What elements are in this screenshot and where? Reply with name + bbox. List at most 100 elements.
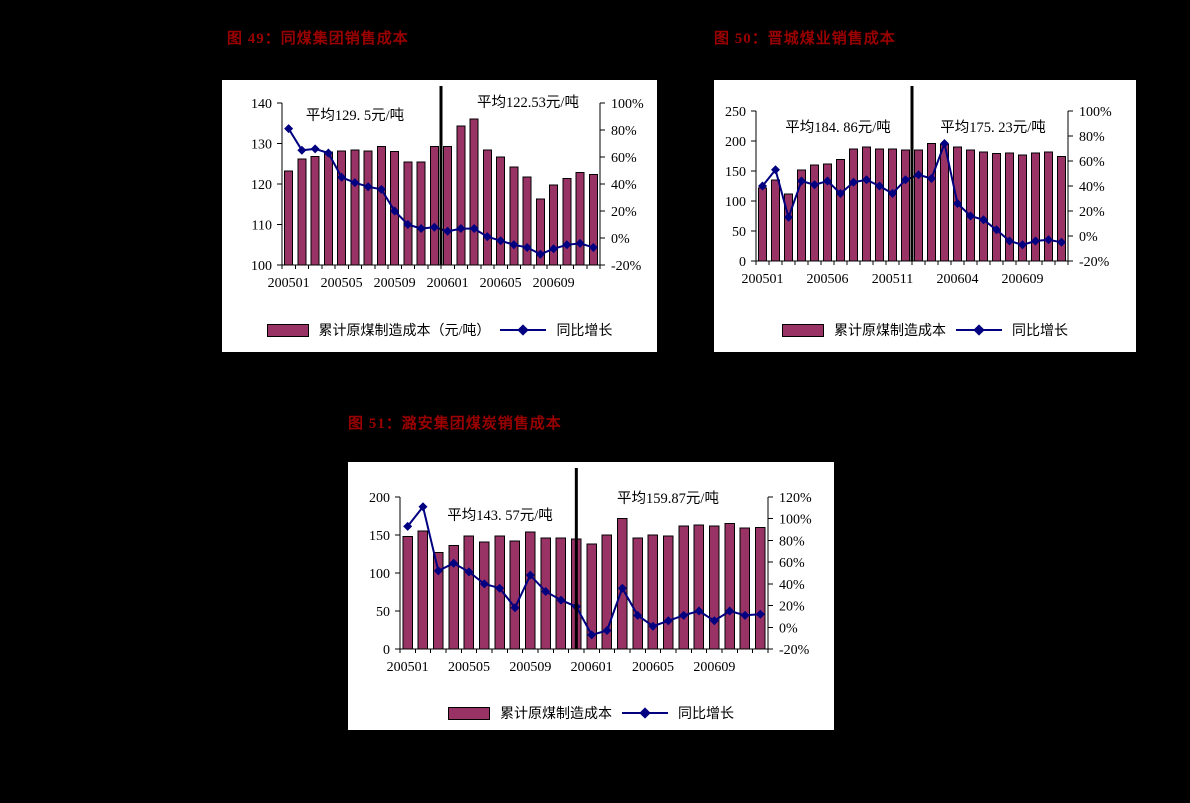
right-axis-tick-label: 80% <box>611 124 637 139</box>
line-marker <box>443 226 453 236</box>
line-marker <box>888 189 897 198</box>
bar <box>823 163 833 262</box>
bar <box>429 145 440 266</box>
right-axis-tick-label: 40% <box>1079 180 1105 195</box>
line-marker <box>510 603 520 613</box>
figure-51-title: 图 51：潞安集团煤炭销售成本 <box>348 416 562 432</box>
average-annotation: 平均184. 86元/吨 <box>785 119 891 136</box>
bar <box>463 535 475 650</box>
line-marker <box>556 595 566 605</box>
figure-49-title: 图 49：同煤集团销售成本 <box>227 31 409 47</box>
left-axis-tick-label: 0 <box>383 643 390 658</box>
left-axis-tick-label: 110 <box>252 219 272 234</box>
line-marker <box>323 148 333 158</box>
right-axis-tick-label: 120% <box>779 491 812 506</box>
right-axis-tick-label: -20% <box>779 643 810 658</box>
line-marker <box>849 177 858 187</box>
bar <box>555 537 567 650</box>
growth-line-markers <box>758 139 1066 250</box>
line-marker <box>1057 237 1066 247</box>
line-marker <box>966 211 975 221</box>
bar <box>496 156 506 266</box>
bar <box>588 174 598 266</box>
bar <box>1044 151 1054 262</box>
bar <box>966 149 976 262</box>
bar-series <box>402 517 766 650</box>
line-marker <box>297 145 307 155</box>
line-marker <box>464 567 474 577</box>
line-marker <box>284 124 294 134</box>
bar <box>992 153 1002 262</box>
line-marker <box>535 249 545 259</box>
bar-series-label: 累计原煤制造成本（元/吨） <box>318 324 491 339</box>
line-marker <box>1005 236 1014 246</box>
line-marker <box>525 570 535 580</box>
figure-50-chart: 0 50 100 150 200 250 -20% 0% 20% 40% 60% 80% 100% 平均1… <box>714 80 1136 352</box>
line-marker <box>914 170 923 180</box>
x-axis-tick-label: 200609 <box>693 660 735 675</box>
right-axis-tick-label: 0% <box>779 621 798 636</box>
left-axis-tick-label: 130 <box>251 138 272 153</box>
x-axis-tick-label: 200601 <box>571 660 613 675</box>
bar <box>323 151 334 266</box>
left-axis-tick-label: 120 <box>251 178 272 193</box>
x-axis-tick-label: 200604 <box>937 272 979 287</box>
bar-series-swatch-icon <box>266 323 309 337</box>
line-marker <box>575 238 585 248</box>
bar <box>469 118 479 266</box>
bar <box>617 517 628 650</box>
bar <box>443 145 453 266</box>
x-axis-tick-label: 200609 <box>1002 272 1044 287</box>
line-marker <box>784 212 793 222</box>
bar <box>549 184 559 266</box>
bar-series-swatch-icon <box>448 706 490 720</box>
bar <box>562 177 572 266</box>
bar <box>601 534 613 650</box>
average-annotation: 平均143. 57元/吨 <box>447 507 553 524</box>
line-marker <box>663 616 673 626</box>
x-axis-tick-label: 200605 <box>480 276 522 291</box>
bar <box>862 146 872 262</box>
bar <box>350 149 360 266</box>
right-axis-tick-label: 60% <box>611 151 637 166</box>
axes <box>395 496 773 653</box>
line-marker <box>953 199 962 208</box>
bar <box>284 170 294 266</box>
line-marker <box>617 583 627 593</box>
line-marker <box>823 176 832 186</box>
bar <box>797 169 807 262</box>
line-marker <box>390 206 400 216</box>
line-marker <box>479 579 489 589</box>
bar <box>509 540 521 650</box>
growth-line-markers <box>403 502 765 640</box>
line-marker <box>940 139 949 148</box>
bar <box>456 125 466 266</box>
bar <box>940 144 950 262</box>
x-axis-tick-label: 200501 <box>742 272 784 287</box>
line-marker <box>541 586 551 596</box>
bar <box>901 149 911 262</box>
bar <box>310 156 320 266</box>
right-axis-tick-label: 80% <box>1079 130 1105 145</box>
right-axis-tick-label: 0% <box>611 232 630 247</box>
bar <box>927 142 937 262</box>
line-marker <box>927 174 936 183</box>
right-axis-tick-label: 0% <box>1079 230 1098 245</box>
right-axis-tick-label: 100% <box>611 97 644 112</box>
left-axis-tick-label: 100 <box>251 259 272 274</box>
bar <box>402 536 413 650</box>
bar <box>417 530 429 650</box>
right-axis-tick-label: -20% <box>611 259 642 274</box>
line-marker <box>602 626 612 636</box>
right-axis-tick-label: -20% <box>1079 255 1110 270</box>
bar <box>1031 152 1041 262</box>
line-marker <box>979 215 988 225</box>
line-marker <box>836 189 845 198</box>
line-marker <box>350 178 360 188</box>
line-marker <box>469 224 479 234</box>
x-axis-tick-label: 200509 <box>509 660 551 675</box>
right-axis-tick-label: 20% <box>611 205 637 220</box>
line-marker <box>771 165 780 175</box>
average-annotation: 平均129. 5元/吨 <box>306 107 404 124</box>
line-marker <box>901 175 910 185</box>
